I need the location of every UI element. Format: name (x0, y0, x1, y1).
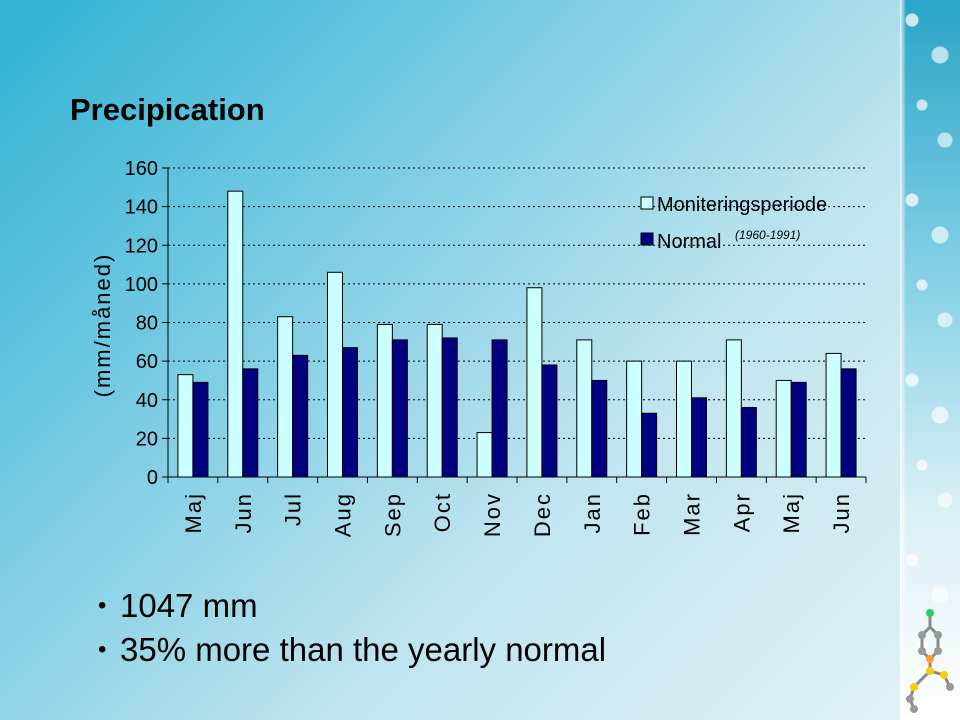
bar-moniteringsperiode (676, 360, 692, 478)
bar-normal (840, 368, 857, 478)
bar-normal (391, 339, 408, 478)
bar-moniteringsperiode (825, 352, 842, 478)
bar-normal (691, 397, 707, 478)
bar-normal (192, 381, 209, 478)
bar-normal (790, 381, 807, 478)
legend-note: (1960-1991) (735, 228, 800, 242)
legend-swatch-monitoring (640, 196, 654, 210)
x-tick-label: Jun (829, 492, 854, 533)
legend: Moniteringsperiode Normal (1960-1991) (640, 194, 827, 253)
molecule-icon (906, 609, 954, 713)
bar-normal (491, 339, 508, 478)
y-tick-labels: 0 20 40 60 80 100 120 140 160 (125, 158, 158, 489)
legend-swatch-normal (640, 232, 654, 246)
bar-moniteringsperiode (626, 360, 643, 478)
x-tick-label: Jan (580, 492, 605, 533)
x-tick-label: Jul (281, 492, 306, 526)
y-tick-label: 100 (125, 274, 158, 296)
summary-bullets: 1047 mm 35% more than the yearly normal (98, 584, 606, 672)
bar-moniteringsperiode (376, 323, 393, 478)
y-tick-label: 160 (125, 158, 158, 180)
x-tick-label: Maj (779, 492, 804, 533)
bar-moniteringsperiode (327, 271, 343, 478)
y-tick-label: 60 (136, 351, 158, 373)
bar-normal (441, 337, 458, 478)
bar-normal (292, 354, 309, 478)
bar-moniteringsperiode (277, 316, 294, 478)
bar-normal (541, 364, 558, 478)
x-tick-label: Dec (530, 492, 555, 537)
bar-moniteringsperiode (476, 432, 493, 478)
bar-moniteringsperiode (725, 339, 742, 478)
bar-moniteringsperiode (227, 190, 244, 478)
x-tick-label: Feb (630, 492, 655, 536)
axes (162, 167, 867, 483)
y-tick-label: 0 (147, 467, 158, 489)
x-tick-labels: Maj Jun Jul Aug Sep Oct Nov Dec Jan Feb Mar Apr Maj J… (181, 492, 854, 537)
y-tick-label: 80 (136, 313, 158, 335)
legend-label-monitoring: Moniteringsperiode (657, 194, 827, 216)
y-axis-label: (mm/måned) (90, 253, 115, 398)
bar-normal (591, 379, 608, 478)
bar-normal (242, 368, 259, 478)
x-tick-label: Sep (380, 492, 405, 537)
decorative-water-strip (900, 0, 960, 720)
x-tick-label: Jun (231, 492, 256, 533)
bar-normal (740, 406, 757, 478)
precipitation-chart: 0 20 40 60 80 100 120 140 160 Maj Jun Jul Aug Sep Oct… (90, 158, 867, 537)
bar-normal (641, 412, 658, 478)
y-tick-label: 120 (125, 235, 158, 257)
x-tick-label: Nov (480, 492, 505, 537)
x-tick-label: Mar (680, 492, 705, 536)
y-tick-label: 140 (125, 197, 158, 219)
bar-moniteringsperiode (426, 323, 443, 478)
x-tick-label: Apr (729, 492, 754, 532)
x-tick-label: Maj (181, 492, 206, 533)
y-tick-label: 20 (136, 428, 158, 450)
bar-moniteringsperiode (177, 374, 194, 478)
bar-moniteringsperiode (526, 287, 543, 478)
bullet-total: 1047 mm (98, 584, 606, 628)
legend-label-normal: Normal (657, 231, 721, 253)
bullet-comparison: 35% more than the yearly normal (98, 628, 606, 672)
x-tick-label: Oct (430, 492, 455, 532)
x-tick-label: Aug (331, 492, 356, 537)
slide-title: Precipication (70, 92, 265, 127)
bar-moniteringsperiode (576, 339, 593, 478)
bar-moniteringsperiode (775, 379, 792, 478)
y-tick-label: 40 (136, 390, 158, 412)
bars (177, 190, 857, 478)
bar-normal (342, 347, 358, 478)
